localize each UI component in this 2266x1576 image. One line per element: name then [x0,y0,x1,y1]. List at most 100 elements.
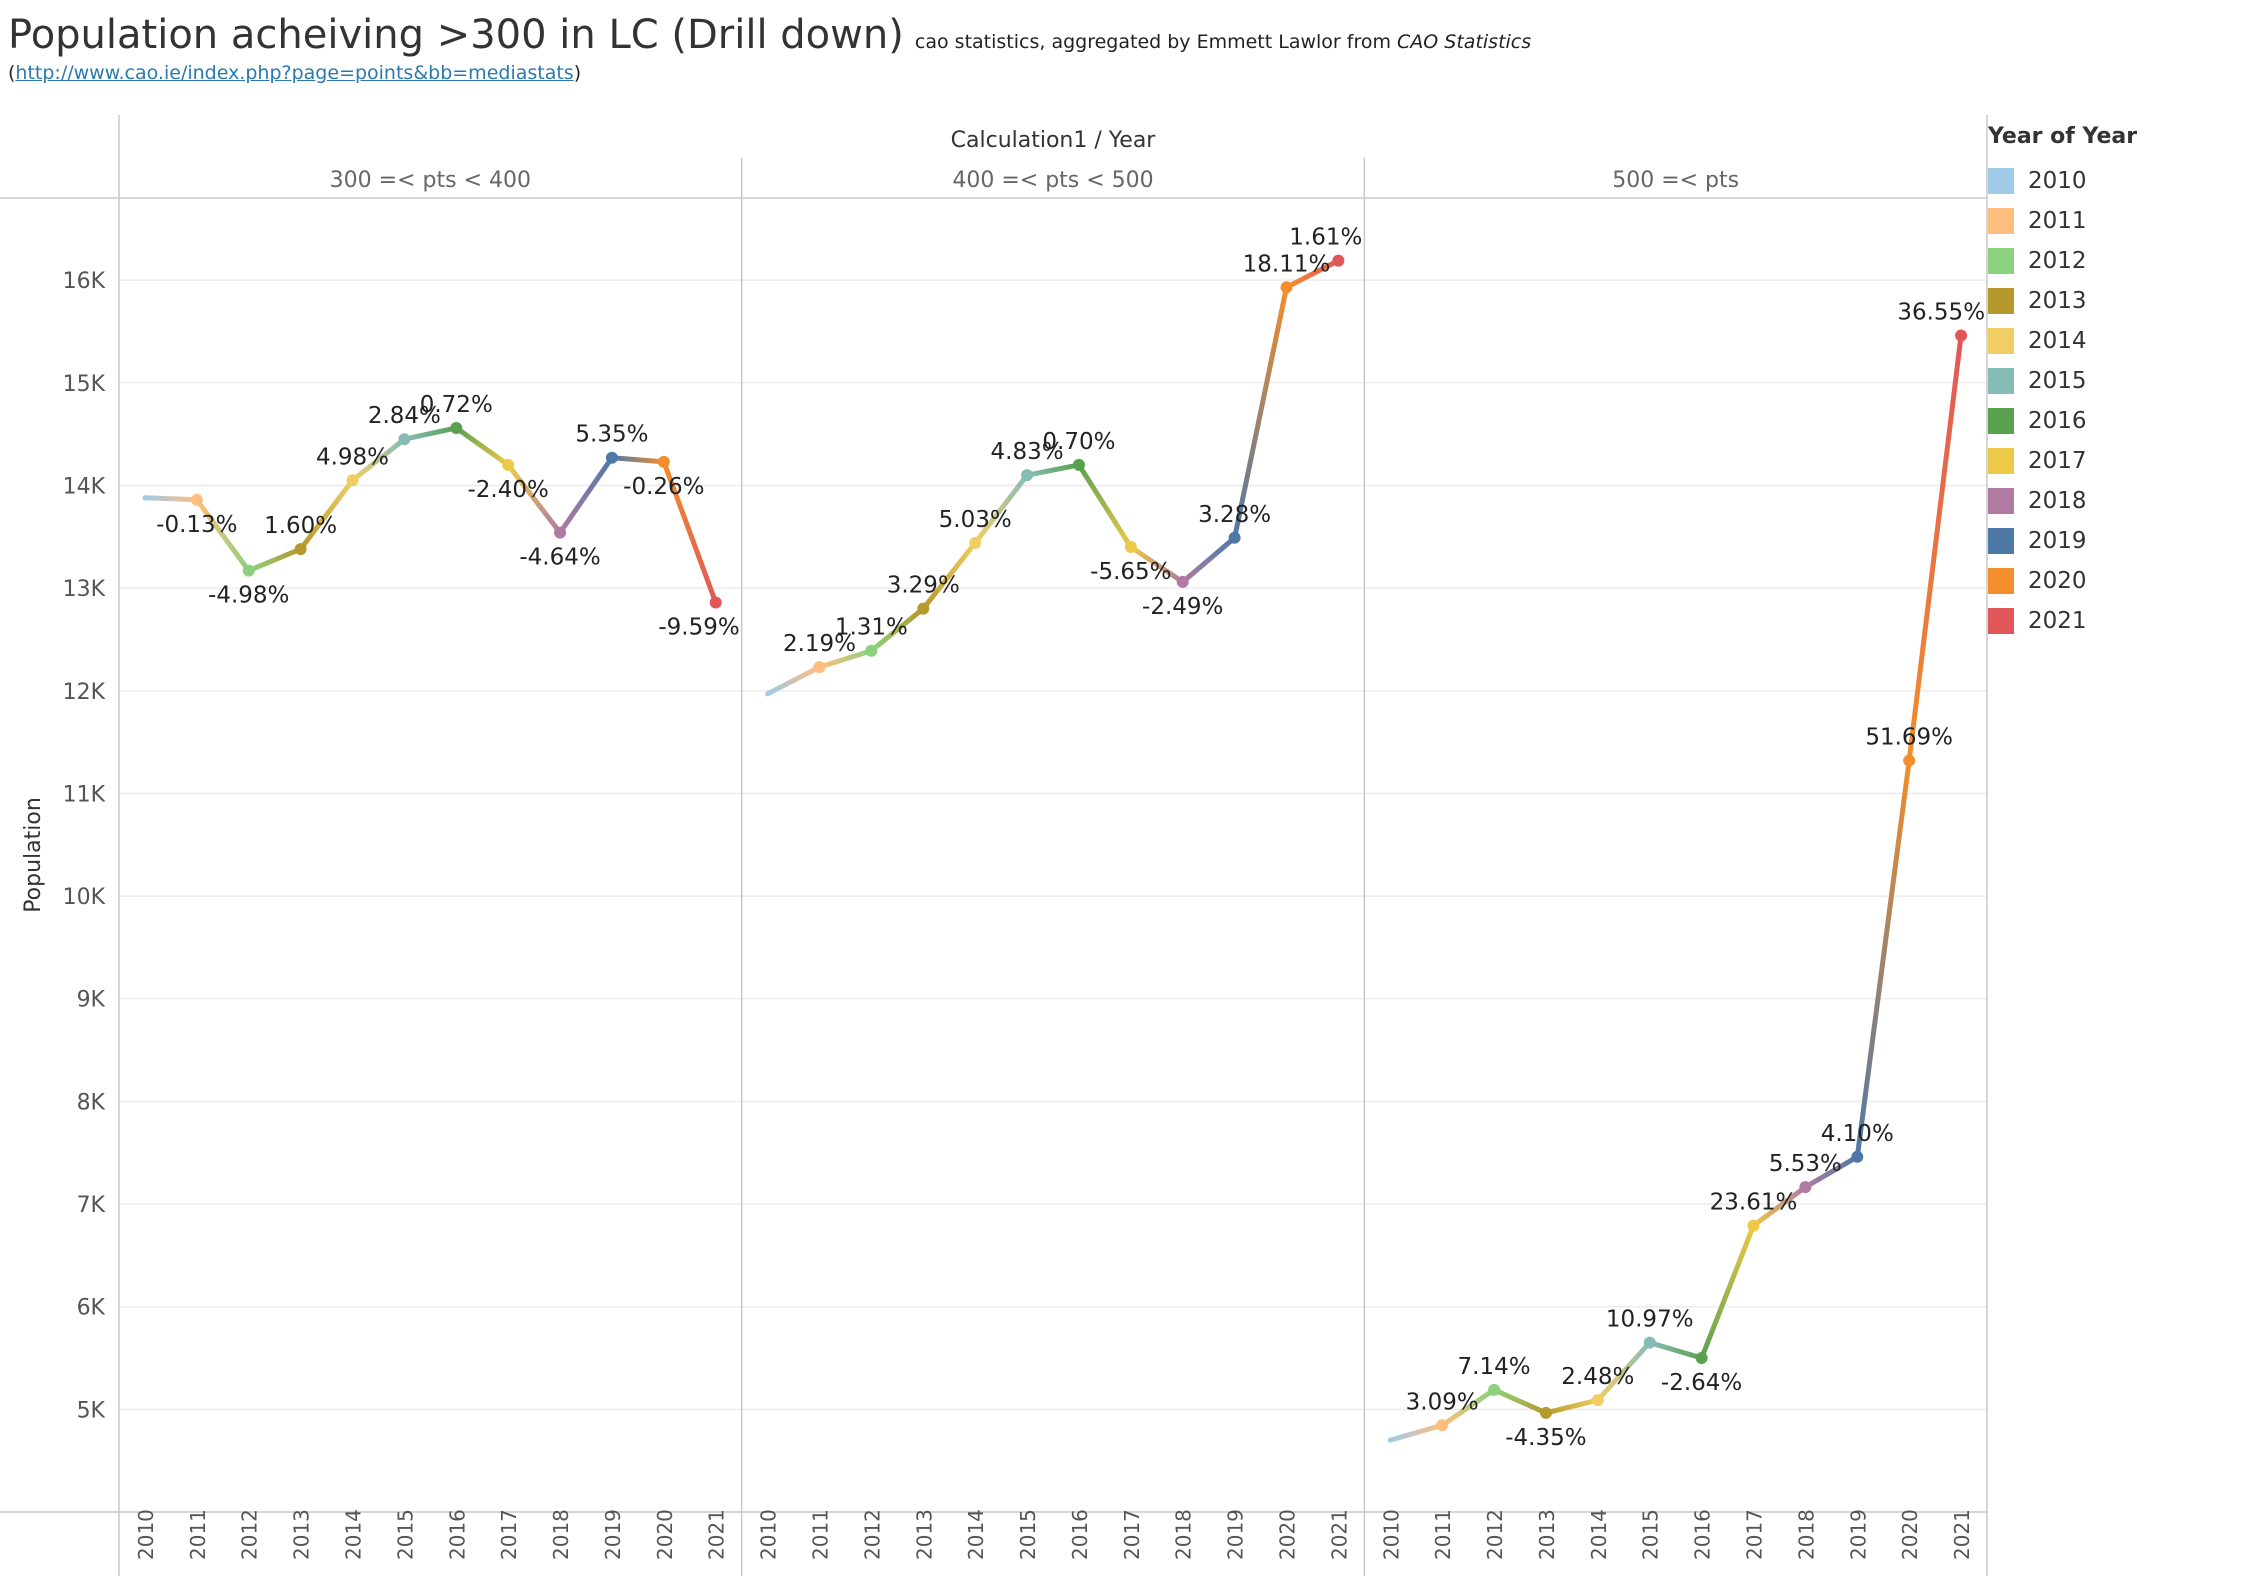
data-point[interactable] [294,543,307,556]
x-tick-label: 2019 [1846,1509,1870,1560]
legend-swatch [1988,568,2014,594]
data-point[interactable] [1903,754,1916,767]
data-label: 0.70% [1042,429,1115,455]
legend-item-2015[interactable]: 2015 [1988,361,2137,401]
legend: Year of Year 2010 2011 2012 2013 2014 2015 201… [1988,124,2137,641]
data-point[interactable] [1591,1394,1604,1407]
data-point[interactable] [1955,329,1968,342]
data-point[interactable] [1228,531,1241,544]
series-line-segment [1491,1387,1549,1416]
x-tick-label: 2019 [601,1509,625,1560]
data-point[interactable] [1643,1336,1656,1349]
data-point[interactable] [346,474,359,487]
data-point[interactable] [657,455,670,468]
legend-item-2011[interactable]: 2011 [1988,201,2137,241]
x-tick-label: 2012 [860,1509,884,1560]
legend-title: Year of Year [1988,124,2138,149]
series-line-segment [609,455,667,465]
data-point[interactable] [450,421,463,434]
legend-label: 2020 [2028,568,2087,594]
series-line-segment [298,477,355,552]
data-point[interactable] [1851,1150,1864,1163]
x-tick-label: 2020 [1898,1509,1922,1560]
data-point[interactable] [605,451,618,464]
title-line: Population acheiving >300 in LC (Drill d… [8,12,1531,58]
legend-label: 2021 [2028,608,2087,634]
data-point[interactable] [502,458,515,471]
legend-item-2021[interactable]: 2021 [1988,601,2137,641]
data-point[interactable] [1124,541,1137,554]
panel-header: 500 =< pts [1612,168,1739,193]
source-link-line: (http://www.cao.ie/index.php?page=points… [8,62,1531,84]
data-point[interactable] [398,433,411,446]
y-tick-label: 15K [63,372,106,397]
data-point[interactable] [1176,575,1189,588]
data-point[interactable] [1488,1383,1501,1396]
data-point[interactable] [554,526,567,539]
y-tick-label: 12K [63,680,106,705]
chart-subtitle: cao statistics, aggregated by Emmett Law… [915,31,1531,53]
legend-item-2019[interactable]: 2019 [1988,521,2137,561]
series-line-segment [1854,758,1912,1160]
series-line-segment [505,462,563,536]
data-point[interactable] [242,564,255,577]
legend-label: 2015 [2028,368,2087,394]
legend-item-2016[interactable]: 2016 [1988,401,2137,441]
data-point[interactable] [1539,1406,1552,1419]
legend-label: 2016 [2028,408,2087,434]
data-point[interactable] [1332,254,1345,267]
data-point[interactable] [917,602,930,615]
x-tick-label: 2013 [290,1509,314,1560]
legend-item-2010[interactable]: 2010 [1988,161,2137,201]
x-tick-label: 2017 [497,1509,521,1560]
data-point[interactable] [709,596,722,609]
legend-swatch [1988,328,2014,354]
legend-item-2018[interactable]: 2018 [1988,481,2137,521]
x-tick-label: 2021 [705,1509,729,1560]
y-tick-label: 11K [63,782,106,807]
data-point[interactable] [190,493,203,506]
legend-item-2014[interactable]: 2014 [1988,321,2137,361]
x-tick-label: 2011 [186,1509,210,1560]
data-point[interactable] [969,536,982,549]
data-point[interactable] [1280,281,1293,294]
legend-item-2013[interactable]: 2013 [1988,281,2137,321]
legend-swatch [1988,408,2014,434]
chart-header: Population acheiving >300 in LC (Drill d… [8,12,1531,84]
x-tick-label: 2016 [1691,1509,1715,1560]
y-tick-label: 13K [63,577,106,602]
data-point[interactable] [865,644,878,657]
x-tick-label: 2010 [757,1509,781,1560]
legend-item-2017[interactable]: 2017 [1988,441,2137,481]
x-tick-label: 2018 [1172,1509,1196,1560]
series-line-segment [661,459,719,605]
legend-label: 2013 [2028,288,2087,314]
data-label: 3.28% [1198,502,1271,528]
link-close-paren: ) [573,62,582,84]
data-label: -2.49% [1142,594,1223,620]
x-tick-label: 2014 [964,1509,988,1560]
legend-label: 2018 [2028,488,2087,514]
data-point[interactable] [1021,469,1034,482]
subtitle-prefix: cao statistics, aggregated by Emmett Law… [914,31,1391,53]
data-label: -0.26% [623,474,704,500]
series-line-segment [920,540,978,612]
y-tick-label: 9K [77,988,106,1013]
legend-swatch [1988,488,2014,514]
y-tick-label: 5K [77,1398,106,1423]
x-tick-label: 2015 [1016,1509,1040,1560]
legend-item-2020[interactable]: 2020 [1988,561,2137,601]
x-tick-label: 2019 [1224,1509,1248,1560]
data-point[interactable] [1695,1352,1708,1365]
source-link[interactable]: http://www.cao.ie/index.php?page=points&… [15,62,574,84]
data-point[interactable] [1072,458,1085,471]
data-point[interactable] [813,661,826,674]
legend-item-2012[interactable]: 2012 [1988,241,2137,281]
x-tick-label: 2012 [1483,1509,1507,1560]
data-point[interactable] [1799,1181,1812,1194]
series-line-segment [350,436,407,483]
legend-label: 2019 [2028,528,2087,554]
data-point[interactable] [1747,1219,1760,1232]
data-point[interactable] [1436,1419,1449,1432]
